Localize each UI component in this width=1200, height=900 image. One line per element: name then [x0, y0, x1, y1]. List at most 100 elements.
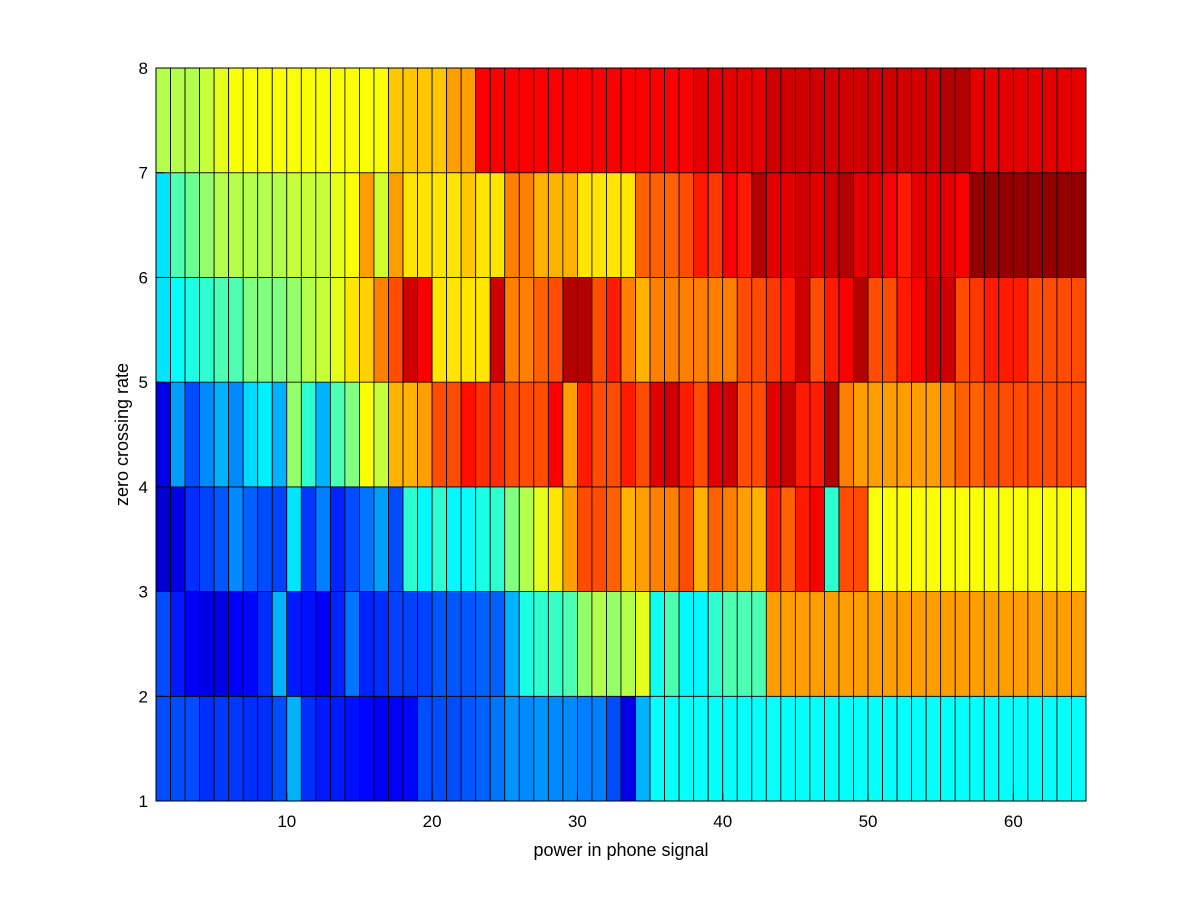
heatmap-cell [707, 591, 724, 697]
heatmap-cell [780, 172, 796, 278]
heatmap-cell [853, 67, 869, 174]
heatmap-cell [1012, 172, 1029, 278]
heatmap-cell [562, 277, 578, 383]
heatmap-cell [417, 695, 433, 802]
heatmap-cell [780, 695, 796, 802]
heatmap-cell [925, 591, 942, 697]
heatmap-cell [635, 172, 651, 278]
heatmap-cell [620, 695, 636, 802]
heatmap-cell [402, 486, 418, 592]
heatmap-cell [635, 695, 651, 802]
heatmap-cell [155, 695, 171, 802]
heatmap-cell [794, 486, 811, 592]
heatmap-cell [402, 277, 418, 383]
heatmap-cell [286, 172, 302, 278]
heatmap-cell [1027, 172, 1043, 278]
heatmap-cell [257, 591, 273, 697]
heatmap-cell [678, 381, 695, 488]
heatmap-cell [562, 695, 578, 802]
heatmap-cell [1012, 695, 1029, 802]
heatmap-cell [315, 486, 331, 592]
heatmap-cell [300, 695, 317, 802]
heatmap-cell [359, 172, 375, 278]
heatmap-cell [722, 172, 738, 278]
heatmap-cell [518, 486, 535, 592]
heatmap-cell [867, 695, 883, 802]
heatmap-cell [722, 67, 738, 174]
heatmap-cell [751, 695, 767, 802]
heatmap-cell [329, 277, 346, 383]
heatmap-cell [736, 486, 753, 592]
heatmap-cell [969, 172, 985, 278]
heatmap-cell [998, 591, 1014, 697]
heatmap-cell [969, 591, 985, 697]
heatmap-cell [562, 486, 578, 592]
heatmap-cell [315, 381, 331, 488]
heatmap-cell [577, 695, 593, 802]
y-tick-label: 8 [139, 59, 148, 78]
heatmap-cell [809, 486, 825, 592]
heatmap-cell [228, 486, 244, 592]
heatmap-cell [707, 172, 724, 278]
heatmap-cell [838, 277, 854, 383]
x-axis-label: power in phone signal [533, 840, 708, 860]
heatmap-cell [170, 591, 186, 697]
heatmap-cell [504, 172, 520, 278]
heatmap-cell [402, 381, 418, 488]
heatmap-cell [344, 172, 360, 278]
heatmap-cell [925, 172, 942, 278]
heatmap-cell [882, 486, 898, 592]
heatmap-cell [300, 486, 317, 592]
heatmap-cell [170, 381, 186, 488]
heatmap-cell [300, 172, 317, 278]
heatmap-cell [1042, 172, 1058, 278]
heatmap-cell [257, 277, 273, 383]
heatmap-cell [286, 277, 302, 383]
heatmap-cell [954, 695, 971, 802]
heatmap-cell [329, 591, 346, 697]
heatmap-cell [998, 486, 1014, 592]
heatmap-cell [591, 591, 607, 697]
heatmap-cell [359, 67, 375, 174]
x-tick-label: 40 [713, 812, 732, 831]
heatmap-cell [998, 277, 1014, 383]
heatmap-cell [824, 381, 840, 488]
heatmap-cell [184, 172, 200, 278]
heatmap-cell [896, 591, 913, 697]
heatmap-cell [199, 172, 215, 278]
heatmap-cell [606, 277, 622, 383]
heatmap-cell [925, 277, 942, 383]
heatmap-cell [1056, 67, 1072, 174]
heatmap-cell [1042, 695, 1058, 802]
heatmap-cell [577, 381, 593, 488]
heatmap-cell [300, 381, 317, 488]
heatmap-cell [533, 381, 549, 488]
heatmap-cell [242, 277, 259, 383]
heatmap-cell [446, 591, 462, 697]
heatmap-cell [446, 277, 462, 383]
heatmap-cell [824, 695, 840, 802]
heatmap-cell [983, 381, 1000, 488]
heatmap-cell [911, 67, 927, 174]
heatmap-cell [620, 67, 636, 174]
heatmap-cell [446, 67, 462, 174]
heatmap-cell [707, 277, 724, 383]
heatmap-cell [824, 591, 840, 697]
heatmap-cell [417, 591, 433, 697]
heatmap-cell [228, 695, 244, 802]
heatmap-cell [228, 591, 244, 697]
heatmap-cell [242, 486, 259, 592]
heatmap-cell [431, 172, 448, 278]
heatmap-cell [257, 695, 273, 802]
heatmap-cell [1042, 277, 1058, 383]
heatmap-cell [925, 381, 942, 488]
heatmap-cell [678, 591, 695, 697]
heatmap-cell [925, 695, 942, 802]
heatmap-cell [533, 67, 549, 174]
heatmap-cell [417, 486, 433, 592]
heatmap-cell [213, 695, 230, 802]
heatmap-cell [344, 591, 360, 697]
heatmap-cell [315, 67, 331, 174]
heatmap-cell [765, 591, 782, 697]
heatmap-cell [896, 277, 913, 383]
